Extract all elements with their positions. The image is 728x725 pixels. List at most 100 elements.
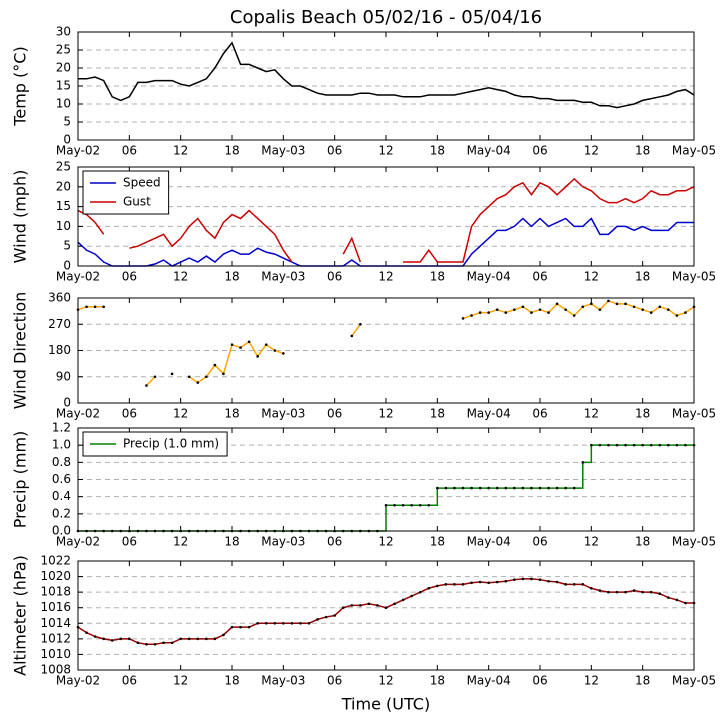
plot-frame [77,560,695,671]
data-point [513,308,516,311]
data-point [213,637,217,641]
data-point [222,633,225,637]
data-point [239,625,242,629]
data-point [564,486,567,490]
data-point [504,311,508,314]
data-point [547,579,550,583]
data-point [299,621,302,625]
x-tick-label: May-02 [56,270,100,284]
x-tick-label: 18 [224,407,239,421]
x-tick-label: 06 [122,144,137,158]
data-point [205,637,208,641]
data-point [461,583,465,586]
data-point [598,443,602,447]
y-tick-label: 10 [56,97,71,111]
data-point [145,643,148,646]
x-tick-label: 12 [378,674,393,688]
data-point [205,375,208,379]
data-point [282,621,285,625]
x-tick-label: 12 [584,407,599,421]
data-point [607,299,610,303]
chart-title: Copalis Beach 05/02/16 - 05/04/16 [230,7,542,28]
data-point [196,637,200,641]
x-tick-label: 12 [584,535,599,549]
y-tick-label: 1016 [40,600,71,614]
data-point [264,343,268,346]
x-tick-label: 06 [122,674,137,688]
y-tick-label: 1010 [40,647,71,661]
data-point [615,443,619,447]
x-tick-label: 12 [378,144,393,158]
data-point [607,443,610,447]
data-point [333,614,336,617]
y-tick-label: 90 [56,369,71,383]
data-point [538,308,542,311]
data-line [77,306,104,311]
y-tick-label: 5 [63,239,71,253]
data-point [410,503,413,507]
data-point [538,486,542,490]
y-tick-label: 5 [63,115,71,129]
x-tick-label: 18 [224,144,239,158]
data-point [555,302,559,306]
plot-frame [77,31,695,141]
data-point [470,486,473,490]
x-tick-label: 12 [173,407,188,421]
y-tick-label: 1012 [40,631,71,645]
y-tick-label: 15 [56,79,71,93]
data-point [401,503,405,507]
data-point [675,314,679,317]
data-point [316,618,319,621]
x-tick-label: 06 [327,535,342,549]
x-tick-label: 06 [532,535,547,549]
x-tick-label: May-04 [467,535,511,549]
data-point [530,486,533,490]
data-point [684,311,687,314]
y-tick-label: 15 [56,199,71,213]
data-point [607,590,610,594]
plot-frame [77,427,695,532]
data-line [145,376,156,387]
data-point [530,311,533,314]
y-tick-label: 0.6 [52,472,71,486]
data-point [461,486,465,490]
x-tick-label: May-02 [56,407,100,421]
data-point [684,443,687,447]
x-tick-label: 12 [584,270,599,284]
data-point [632,305,636,309]
plot-frame [77,166,695,267]
y-tick-label: 20 [56,179,71,193]
data-point [487,581,490,585]
data-point [145,384,148,387]
x-tick-label: 18 [224,535,239,549]
data-point [153,643,157,646]
y-tick-label: 1.0 [52,438,71,452]
data-point [504,486,508,490]
data-point [495,486,499,490]
data-point [436,584,439,588]
x-tick-label: May-03 [261,407,305,421]
x-tick-label: May-05 [672,674,716,688]
data-point [675,443,679,447]
y-axis-label: Wind (mph) [11,170,30,264]
y-tick-label: 180 [48,343,71,357]
data-point [119,637,123,641]
data-point [436,486,439,490]
data-point [658,305,662,309]
data-point [615,590,619,594]
y-tick-label: 25 [56,43,71,57]
data-point [444,486,448,490]
x-axis-label: Time (UTC) [341,695,430,714]
x-tick-label: May-03 [261,144,305,158]
data-point [401,598,405,602]
data-point [667,308,670,311]
data-point [85,305,88,309]
data-point [384,503,388,507]
y-tick-label: 0.2 [52,506,71,520]
x-tick-label: May-05 [672,144,716,158]
data-point [478,486,482,490]
data-point [418,503,422,507]
data-point [470,581,473,585]
data-point [624,302,627,306]
y-tick-label: 1018 [40,585,71,599]
